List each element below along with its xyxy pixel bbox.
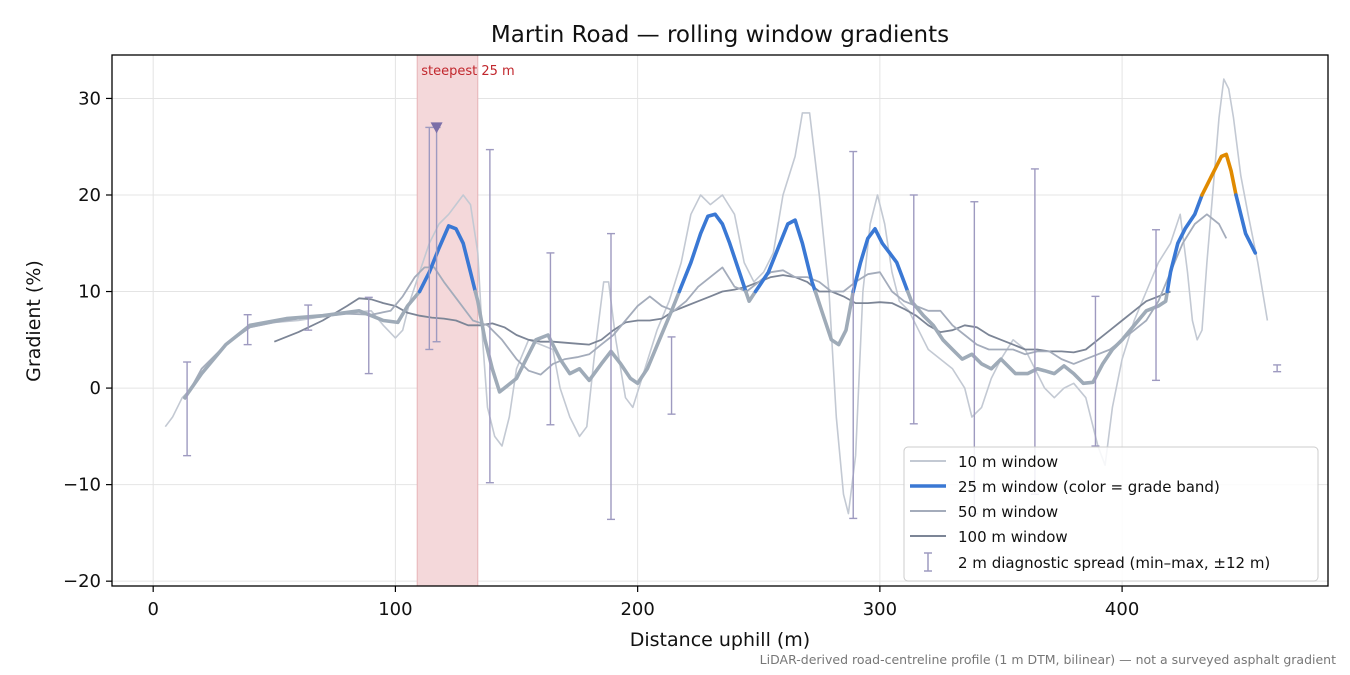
spread-bar xyxy=(667,336,676,415)
chart-title: Martin Road — rolling window gradients xyxy=(491,22,949,48)
series-line-w25-segment xyxy=(1234,193,1258,255)
spread-bar xyxy=(485,148,494,484)
y-axis-ticks: −20 −10 0 10 20 30 xyxy=(63,88,112,592)
spread-bar xyxy=(364,296,373,375)
spread-bar xyxy=(546,252,555,426)
series-line-w25-segment xyxy=(677,212,748,294)
plot-frame xyxy=(111,54,1329,587)
legend-label-w50: 50 m window xyxy=(958,503,1058,521)
legend-label-w100: 100 m window xyxy=(958,528,1068,546)
spread-bar xyxy=(243,314,252,346)
spread-bar xyxy=(1273,364,1282,373)
x-axis-ticks: 0 100 200 300 400 xyxy=(147,586,1139,620)
spread-bar xyxy=(425,126,434,351)
y-tick-label: 20 xyxy=(78,185,101,206)
x-tick-label: 200 xyxy=(620,599,654,620)
x-tick-label: 100 xyxy=(378,599,412,620)
y-tick-label: 0 xyxy=(90,378,101,399)
legend-label-w25: 25 m window (color = grade band) xyxy=(958,478,1220,496)
steepest-segment-highlight: steepest 25 m xyxy=(416,55,515,586)
y-tick-label: −10 xyxy=(63,475,101,496)
series-line-w25-segment xyxy=(753,218,818,294)
series-line-w25-segment xyxy=(417,224,478,294)
y-tick-label: 10 xyxy=(78,282,101,303)
series-line-w25-segment xyxy=(851,227,910,294)
spread-bar xyxy=(183,361,192,457)
steepest-band xyxy=(416,55,479,586)
footnote: LiDAR-derived road-centreline profile (1… xyxy=(760,652,1336,667)
series-line-w50 xyxy=(183,213,1228,401)
spread-bar xyxy=(849,150,858,520)
y-tick-label: 30 xyxy=(78,88,101,109)
legend-frame xyxy=(903,446,1319,582)
series-lines xyxy=(164,78,1269,515)
series-line-w25-segment xyxy=(743,289,758,304)
series-line-w25-segment xyxy=(182,289,422,400)
x-axis-label: Distance uphill (m) xyxy=(630,629,810,651)
legend: 10 m window 25 m window (color = grade b… xyxy=(903,446,1319,582)
spread-bar xyxy=(909,194,918,425)
steepest-label: steepest 25 m xyxy=(421,64,514,79)
spread-bar xyxy=(304,304,313,331)
series-line-w25-segment xyxy=(905,289,1170,386)
series-line-w25-segment xyxy=(1165,193,1204,294)
steepest-marker xyxy=(430,122,443,134)
legend-label-spread: 2 m diagnostic spread (min–max, ±12 m) xyxy=(958,554,1270,572)
series-line-w25-segment xyxy=(473,289,682,394)
spread-bar xyxy=(606,232,615,521)
x-tick-label: 300 xyxy=(863,599,897,620)
series-line-w25-segment xyxy=(1200,152,1238,197)
spread-bar xyxy=(1091,295,1100,447)
y-axis-label: Gradient (%) xyxy=(23,260,45,382)
legend-swatch-spread xyxy=(924,552,932,572)
x-tick-label: 400 xyxy=(1105,599,1139,620)
legend-label-w10: 10 m window xyxy=(958,453,1058,471)
series-line-w25-segment xyxy=(813,289,856,347)
y-tick-label: −20 xyxy=(63,571,101,592)
spread-bar xyxy=(1152,229,1161,382)
steepest-marker-triangle xyxy=(430,122,443,134)
x-tick-label: 0 xyxy=(147,599,158,620)
